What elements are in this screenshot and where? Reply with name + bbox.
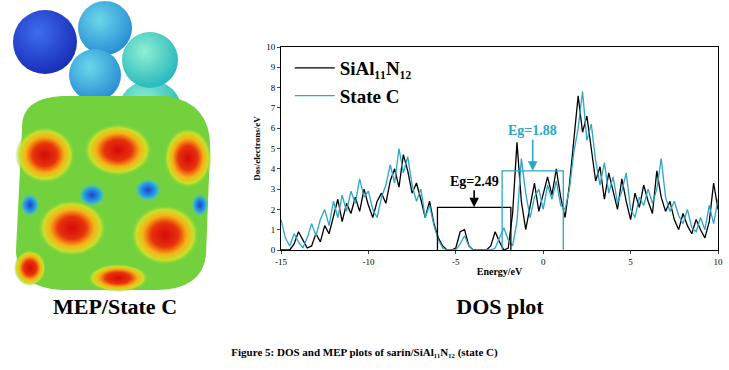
svg-text:6: 6 — [271, 123, 276, 133]
svg-text:3: 3 — [271, 184, 276, 194]
html-text:MEP/State C: MEP/State C — [53, 294, 177, 319]
svg-text:-15: -15 — [275, 257, 287, 267]
svg-text:7: 7 — [271, 103, 276, 113]
svg-text:0: 0 — [271, 245, 276, 255]
svg-text:Eg=1.88: Eg=1.88 — [508, 123, 557, 138]
svg-text:2: 2 — [271, 205, 276, 215]
svg-text:SiAl₁₁N₁₂: SiAl₁₁N₁₂ — [340, 58, 412, 79]
svg-text:-5: -5 — [452, 257, 460, 267]
svg-text:State C: State C — [340, 86, 400, 107]
html-text:Figure 5: DOS and MEP plots of: Figure 5: DOS and MEP plots of sarin/SiA… — [231, 346, 498, 358]
svg-text:Dos/electrons/eV: Dos/electrons/eV — [252, 116, 262, 181]
svg-text:8: 8 — [271, 83, 276, 93]
svg-text:5: 5 — [271, 144, 276, 154]
svg-text:Eg=2.49: Eg=2.49 — [450, 174, 499, 189]
html-text:DOS plot: DOS plot — [456, 294, 544, 319]
svg-text:10: 10 — [714, 257, 724, 267]
svg-text:10: 10 — [266, 42, 276, 52]
svg-text:5: 5 — [628, 257, 633, 267]
svg-text:-10: -10 — [362, 257, 374, 267]
svg-text:1: 1 — [271, 225, 276, 235]
svg-text:9: 9 — [271, 62, 276, 72]
svg-text:0: 0 — [541, 257, 546, 267]
svg-text:4: 4 — [271, 164, 276, 174]
svg-text:Energy/eV: Energy/eV — [477, 266, 523, 277]
